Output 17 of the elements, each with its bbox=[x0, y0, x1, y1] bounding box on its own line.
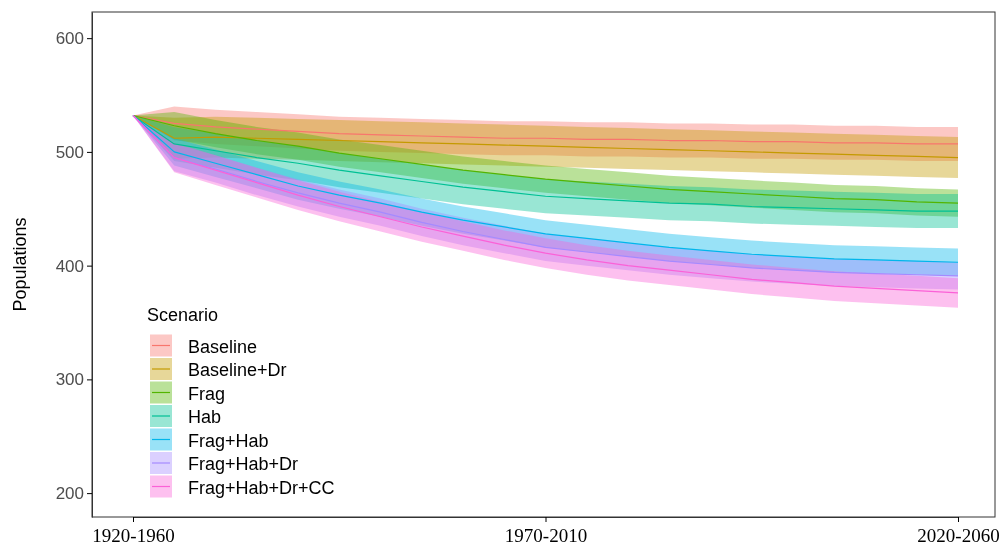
y-tick-label: 200 bbox=[55, 484, 84, 504]
legend-label: Frag bbox=[188, 383, 226, 404]
legend-label: Frag+Hab bbox=[188, 430, 269, 451]
y-tick-label: 600 bbox=[55, 29, 84, 49]
y-tick-label: 500 bbox=[55, 142, 84, 162]
x-tick-label: 1920-1960 bbox=[92, 525, 175, 547]
x-tick-label: 2020-2060 bbox=[917, 525, 1000, 547]
legend-label: Frag+Hab+Dr+CC bbox=[188, 477, 335, 498]
legend-label: Hab bbox=[188, 407, 222, 427]
legend-label: Baseline bbox=[188, 336, 258, 357]
y-axis-title: Populations bbox=[10, 217, 30, 312]
y-tick-label: 400 bbox=[55, 256, 84, 276]
legend-label: Frag+Hab+Dr bbox=[188, 454, 299, 474]
x-tick-label: 1970-2010 bbox=[504, 525, 588, 547]
y-tick-label: 300 bbox=[55, 370, 84, 390]
legend-title: Scenario bbox=[147, 304, 219, 325]
legend-label: Baseline+Dr bbox=[188, 360, 287, 380]
